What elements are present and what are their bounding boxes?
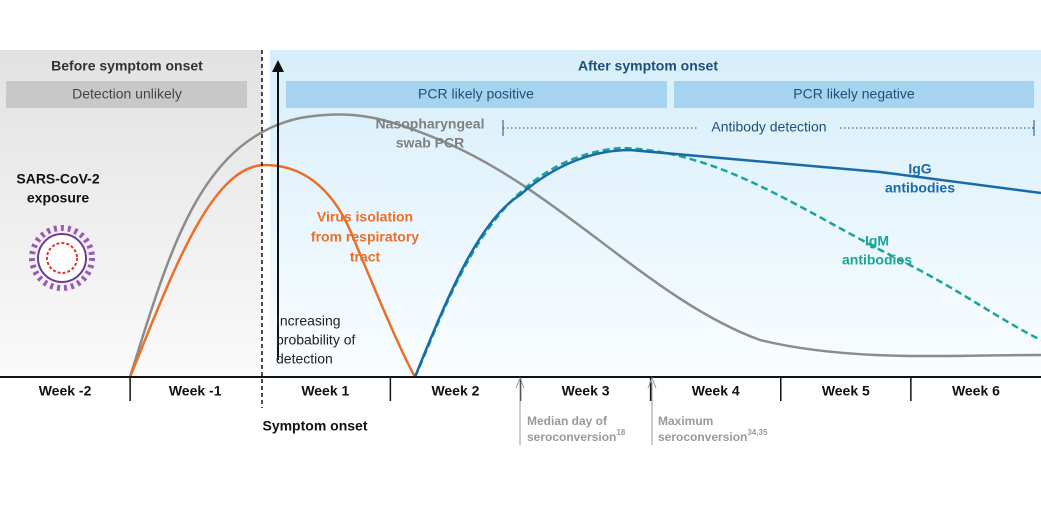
virus-label: Virus isolation bbox=[317, 209, 413, 225]
arrow-head bbox=[272, 60, 284, 72]
band-label: Detection unlikely bbox=[72, 86, 182, 102]
igm-label: IgM bbox=[865, 233, 889, 249]
probability-label: detection bbox=[276, 351, 333, 367]
band bbox=[286, 81, 667, 108]
pcr-curve bbox=[128, 113, 1041, 378]
probability-label: Increasing bbox=[276, 313, 341, 329]
virus-icon bbox=[29, 225, 95, 291]
virus-label: from respiratory bbox=[311, 229, 419, 245]
maximum-note: Maximum bbox=[658, 414, 713, 428]
pcr-label: Nasopharyngeal bbox=[376, 116, 485, 132]
after-title: After symptom onset bbox=[578, 58, 718, 74]
igg-label: IgG bbox=[908, 161, 931, 177]
probability-label: probability of bbox=[276, 332, 355, 348]
week-labels: Week -2 Week -1 Week 1 Week 2 Week 3 Week 4 We… bbox=[39, 377, 1000, 401]
virus-label: tract bbox=[350, 249, 381, 265]
band-label: PCR likely negative bbox=[793, 86, 915, 102]
band bbox=[674, 81, 1034, 108]
virus-curve bbox=[128, 163, 417, 378]
arrow-head bbox=[515, 376, 525, 389]
week-label: Week 6 bbox=[952, 383, 1000, 399]
week-label: Week 3 bbox=[562, 383, 610, 399]
median-note: seroconversion18 bbox=[527, 428, 626, 444]
week-label: Week 4 bbox=[692, 383, 740, 399]
igm-curve bbox=[413, 146, 1041, 378]
band-label: PCR likely positive bbox=[418, 86, 534, 102]
week-label: Week 1 bbox=[301, 383, 349, 399]
exposure: exposure bbox=[27, 190, 89, 206]
week-label: Week 2 bbox=[431, 383, 479, 399]
igg-label: antibodies bbox=[885, 180, 955, 196]
week-label: Week -1 bbox=[169, 383, 222, 399]
band bbox=[6, 81, 247, 108]
antibody-label: Antibody detection bbox=[711, 119, 826, 135]
week-label: Week -2 bbox=[39, 383, 92, 399]
median-note: Median day of bbox=[527, 414, 608, 428]
exposure: SARS-CoV-2 bbox=[16, 171, 99, 187]
pcr-label: swab PCR bbox=[396, 135, 464, 151]
symptom-onset: Symptom onset bbox=[262, 418, 367, 434]
before-title: Before symptom onset bbox=[51, 58, 203, 74]
maximum-note: seroconversion34,35 bbox=[658, 428, 768, 444]
igm-label: antibodies bbox=[842, 252, 912, 268]
week-label: Week 5 bbox=[822, 383, 870, 399]
igg-curve bbox=[413, 148, 1041, 378]
arrow-head bbox=[647, 376, 657, 389]
